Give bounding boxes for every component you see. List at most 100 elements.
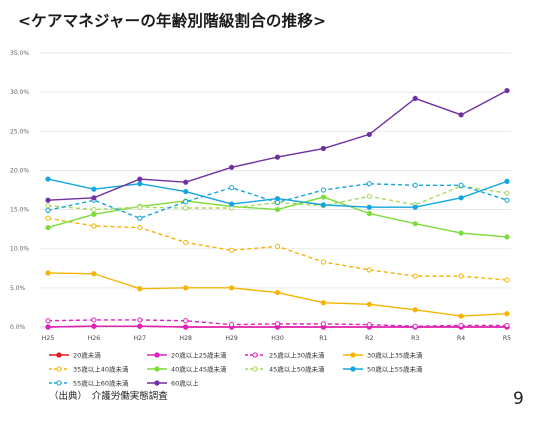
data-point xyxy=(458,322,464,329)
legend-swatch-marker xyxy=(154,352,160,358)
data-point xyxy=(137,323,143,329)
y-tick-label: 30.0% xyxy=(10,89,29,96)
data-point xyxy=(504,311,510,317)
x-tick-label: R3 xyxy=(411,335,419,342)
data-point xyxy=(137,181,143,187)
data-point xyxy=(412,204,418,210)
legend-item: 35歳以上40歳未満 xyxy=(49,364,129,373)
series xyxy=(45,194,510,240)
data-point xyxy=(274,154,281,160)
data-point xyxy=(183,179,189,185)
legend-label: 25歳以上30歳未満 xyxy=(269,350,325,359)
data-point xyxy=(274,321,281,327)
legend-swatch-marker xyxy=(350,366,356,372)
legend-label: 50歳以上55歳未満 xyxy=(367,364,423,373)
legend-item: 60歳以上 xyxy=(147,378,199,387)
data-point xyxy=(366,204,372,210)
data-point xyxy=(366,210,372,217)
data-point xyxy=(45,215,51,221)
x-tick-label: H30 xyxy=(271,335,284,342)
legend-swatch-marker xyxy=(252,352,258,358)
legend-item: 45歳以上50歳未満 xyxy=(245,364,325,373)
data-point xyxy=(366,131,372,138)
legend-label: 45歳以上50歳未満 xyxy=(269,364,325,373)
data-point xyxy=(91,195,97,201)
data-point xyxy=(504,87,510,94)
chart-series xyxy=(45,87,510,330)
legend-swatch-marker xyxy=(154,380,160,386)
series xyxy=(45,181,510,221)
x-tick-label: H29 xyxy=(225,335,238,342)
legend-swatch-marker xyxy=(252,366,258,372)
data-point xyxy=(320,259,326,265)
data-point xyxy=(183,199,189,205)
legend-item: 20歳以上25歳未満 xyxy=(147,350,227,359)
data-point xyxy=(320,300,326,306)
legend-swatch-marker xyxy=(154,366,160,372)
data-point xyxy=(458,230,464,236)
data-point xyxy=(91,186,97,192)
data-point xyxy=(504,197,510,203)
y-axis-ticks: 0.0% 5.0% 10.0% 15.0% 20.0% 25.0% 30.0% 35.0% xyxy=(10,50,29,331)
data-point xyxy=(320,321,326,327)
data-point xyxy=(91,206,97,213)
data-point xyxy=(229,164,235,170)
data-point xyxy=(320,187,326,193)
page-title: <ケアマネジャーの年齢別階級割合の推移> xyxy=(18,12,327,30)
data-point xyxy=(229,185,235,191)
data-point xyxy=(45,270,51,276)
y-tick-label: 25.0% xyxy=(10,128,29,135)
data-point xyxy=(45,176,51,182)
legend-swatch-marker xyxy=(350,352,356,358)
legend-label: 60歳以上 xyxy=(171,378,199,387)
data-point xyxy=(412,273,418,279)
data-point xyxy=(91,317,97,323)
legend-swatch-marker xyxy=(56,352,62,358)
x-axis-ticks: H25 H26 H27 H28 H29 H30 R1 R2 R3 R4 R5 xyxy=(42,335,511,342)
legend-item: 25歳以上30歳未満 xyxy=(245,350,325,359)
y-tick-label: 0.0% xyxy=(10,324,26,331)
data-point xyxy=(137,286,143,292)
data-point xyxy=(45,207,51,213)
data-point xyxy=(412,307,418,313)
data-point xyxy=(458,112,464,118)
legend-item: 40歳以上45歳未満 xyxy=(147,364,227,373)
data-point xyxy=(45,203,51,209)
data-point xyxy=(137,215,143,221)
legend-label: 20歳未満 xyxy=(73,350,101,359)
legend-swatch-marker xyxy=(56,380,62,386)
data-point xyxy=(183,188,189,195)
data-point xyxy=(366,301,372,307)
data-point xyxy=(183,239,189,246)
data-point xyxy=(412,95,418,102)
legend-label: 30歳以上35歳未満 xyxy=(367,350,423,359)
data-point xyxy=(320,202,326,208)
x-tick-label: H26 xyxy=(88,335,101,342)
legend-label: 20歳以上25歳未満 xyxy=(171,350,227,359)
data-point xyxy=(91,211,97,217)
data-point xyxy=(137,317,143,323)
data-point xyxy=(412,221,418,227)
data-point xyxy=(229,322,235,328)
data-point xyxy=(137,176,143,182)
data-point xyxy=(183,285,189,291)
x-tick-label: R2 xyxy=(365,335,373,342)
data-point xyxy=(458,195,464,201)
data-point xyxy=(137,204,143,210)
data-point xyxy=(366,181,372,187)
data-point xyxy=(458,273,464,279)
data-point xyxy=(183,205,189,211)
data-point xyxy=(274,206,281,213)
y-tick-label: 10.0% xyxy=(10,246,29,253)
data-point xyxy=(274,289,281,296)
data-point xyxy=(504,277,510,283)
data-point xyxy=(91,271,97,277)
series xyxy=(45,215,510,283)
series-line xyxy=(47,185,508,211)
data-point xyxy=(45,318,51,324)
data-point xyxy=(412,182,418,188)
data-point xyxy=(274,199,281,206)
data-point xyxy=(504,178,510,184)
data-point xyxy=(366,193,372,199)
